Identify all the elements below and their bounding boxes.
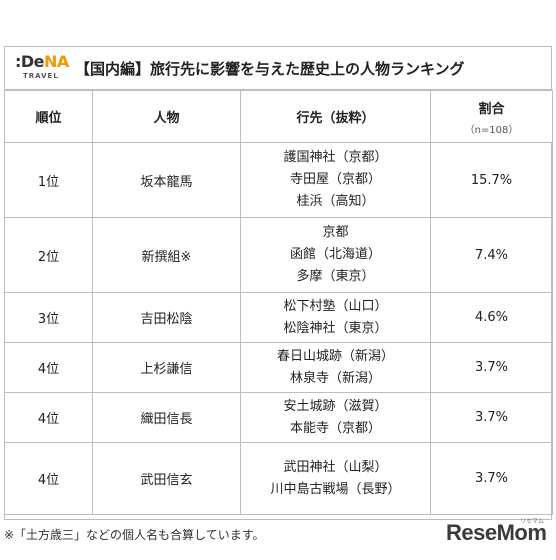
destination-item: 函館（北海道）	[289, 247, 381, 262]
rank-cell: 4位	[4, 392, 93, 443]
destination-cell: 護国神社（京都） 寺田屋（京都） 桂浜（高知）	[240, 142, 431, 218]
destination-item: 武田神社（山梨）	[283, 459, 388, 475]
header-rank: 順位	[4, 90, 93, 143]
destination-item: 林泉寺（新潟）	[289, 370, 381, 386]
header-ratio-label: 割合	[478, 101, 505, 117]
table-row: 3位 吉田松陰 松下村塾（山口） 松陰神社（東京） 4.6%	[4, 292, 553, 343]
header-ratio-sample: （n=108）	[464, 124, 519, 136]
destination-item: 寺田屋（京都）	[289, 172, 381, 187]
ratio-cell: 3.7%	[430, 442, 553, 515]
destination-cell: 春日山城跡（新潟） 林泉寺（新潟）	[240, 342, 431, 393]
destination-item: 多摩（東京）	[296, 269, 375, 284]
person-cell: 坂本龍馬	[92, 142, 241, 218]
table-row: 4位 上杉謙信 春日山城跡（新潟） 林泉寺（新潟） 3.7%	[4, 342, 553, 393]
logo-main: :DeNA	[15, 52, 69, 71]
destination-item: 松陰神社（東京）	[283, 320, 388, 336]
destination-item: 松下村塾（山口）	[283, 298, 388, 314]
ratio-cell: 3.7%	[430, 342, 553, 393]
title-bar: :DeNA TRAVEL 【国内編】旅行先に影響を与えた歴史上の人物ランキング	[4, 46, 552, 90]
person-cell: 上杉謙信	[92, 342, 241, 393]
resemom-logo: ReseMom	[446, 520, 547, 545]
destination-cell: 安土城跡（滋賀） 本能寺（京都）	[240, 392, 431, 443]
header-person: 人物	[92, 90, 241, 143]
person-cell: 吉田松陰	[92, 292, 241, 343]
ranking-table: 順位 人物 行先（抜粋） 割合 （n=108） 1位 坂本龍馬 護国神社（京都）…	[4, 90, 553, 515]
table-row: 2位 新撰組※ 京都 函館（北海道） 多摩（東京） 7.4%	[4, 217, 553, 293]
header-destination: 行先（抜粋）	[240, 90, 431, 143]
header-row: 順位 人物 行先（抜粋） 割合 （n=108）	[4, 90, 553, 143]
table-row: 4位 織田信長 安土城跡（滋賀） 本能寺（京都） 3.7%	[4, 392, 553, 443]
ratio-cell: 4.6%	[430, 292, 553, 343]
rank-cell: 4位	[4, 342, 93, 393]
dena-travel-logo: :DeNA TRAVEL	[13, 50, 69, 88]
person-cell: 新撰組※	[92, 217, 241, 293]
destination-item: 川中島古戦場（長野）	[270, 481, 401, 497]
person-cell: 武田信玄	[92, 442, 241, 515]
destination-cell: 武田神社（山梨） 川中島古戦場（長野）	[240, 442, 431, 515]
destination-item: 本能寺（京都）	[289, 420, 381, 436]
destination-cell: 松下村塾（山口） 松陰神社（東京）	[240, 292, 431, 343]
ratio-cell: 7.4%	[430, 217, 553, 293]
destination-item: 安土城跡（滋賀）	[283, 398, 388, 414]
page-title: 【国内編】旅行先に影響を与えた歴史上の人物ランキング	[75, 60, 465, 78]
destination-cell: 京都 函館（北海道） 多摩（東京）	[240, 217, 431, 293]
logo-sub: TRAVEL	[23, 72, 59, 80]
header-ratio: 割合 （n=108）	[430, 90, 553, 143]
rank-cell: 3位	[4, 292, 93, 343]
ratio-cell: 15.7%	[430, 142, 553, 218]
footnote: ※「土方歳三」などの個人名も合算しています。	[4, 528, 265, 542]
table-row: 4位 武田信玄 武田神社（山梨） 川中島古戦場（長野） 3.7%	[4, 442, 553, 515]
rank-cell: 4位	[4, 442, 93, 515]
person-cell: 織田信長	[92, 392, 241, 443]
destination-item: 護国神社（京都）	[283, 150, 388, 165]
rank-cell: 2位	[4, 217, 93, 293]
ratio-cell: 3.7%	[430, 392, 553, 443]
destination-item: 春日山城跡（新潟）	[276, 348, 394, 364]
table-row: 1位 坂本龍馬 護国神社（京都） 寺田屋（京都） 桂浜（高知） 15.7%	[4, 142, 553, 218]
destination-item: 桂浜（高知）	[296, 194, 375, 209]
resemom-logo-sub: リセマム	[520, 518, 545, 525]
rank-cell: 1位	[4, 142, 93, 218]
destination-item: 京都	[322, 225, 349, 240]
